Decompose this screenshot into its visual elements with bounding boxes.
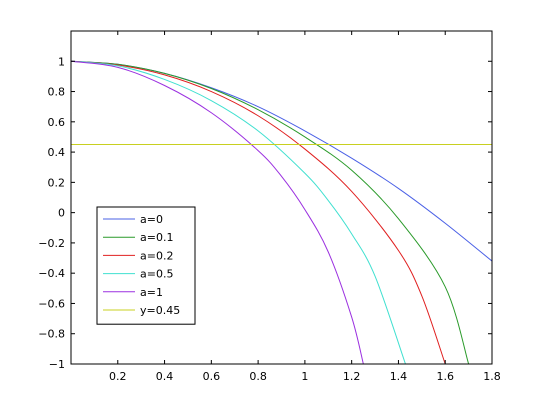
y-tick-label: −0.2 — [38, 237, 65, 250]
legend-label-2: a=0.2 — [140, 249, 173, 262]
legend-label-5: y=0.45 — [140, 304, 180, 317]
legend-label-0: a=0 — [140, 213, 163, 226]
x-tick-label: 1.4 — [390, 370, 408, 383]
y-tick-label: −0.8 — [38, 328, 65, 341]
axis-ticks: 0.2 0.4 0.6 0.8 1 1.2 1.4 1.6 1.8 −1 −0.8 −0.6 −0.4 −… — [38, 31, 501, 383]
legend-label-1: a=0.1 — [140, 231, 173, 244]
x-tick-label: 0.2 — [109, 370, 127, 383]
x-tick-label: 1 — [301, 370, 308, 383]
legend-box — [96, 206, 196, 325]
legend: a=0 a=0.1 a=0.2 a=0.5 a=1 y=0.45 — [96, 206, 196, 325]
series-line-3 — [71, 60, 406, 364]
y-tick-label: 1 — [58, 55, 65, 68]
series-line-2 — [71, 60, 446, 364]
y-tick-label: 0.2 — [48, 176, 66, 189]
x-tick-label: 1.8 — [483, 370, 501, 383]
series-line-4 — [71, 60, 364, 364]
y-tick-label: −1 — [49, 358, 65, 371]
x-tick-label: 0.8 — [249, 370, 267, 383]
y-tick-label: 0.8 — [48, 86, 66, 99]
series-lines — [71, 60, 492, 364]
y-tick-label: 0 — [58, 207, 65, 220]
y-tick-label: −0.6 — [38, 297, 65, 310]
series-line-1 — [71, 60, 470, 364]
plot-frame — [70, 30, 493, 365]
y-tick-label: 0.6 — [48, 116, 66, 129]
y-tick-label: −0.4 — [38, 267, 65, 280]
x-tick-label: 1.6 — [436, 370, 454, 383]
x-tick-label: 0.4 — [156, 370, 174, 383]
y-tick-label: 0.4 — [48, 146, 66, 159]
legend-label-4: a=1 — [140, 286, 163, 299]
x-tick-label: 1.2 — [343, 370, 361, 383]
legend-label-3: a=0.5 — [140, 268, 173, 281]
x-tick-label: 0.6 — [203, 370, 221, 383]
